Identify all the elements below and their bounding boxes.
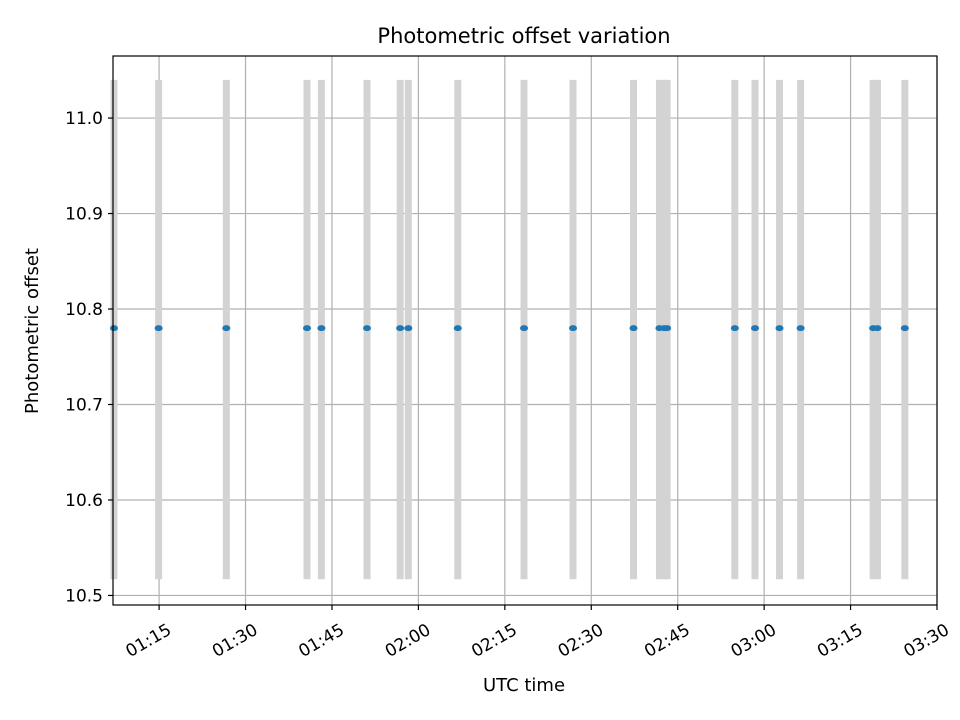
data-point [873, 325, 882, 332]
data-point [109, 325, 118, 332]
plot-frame [112, 55, 938, 606]
data-point [730, 325, 739, 332]
data-point [775, 325, 784, 332]
data-point [154, 325, 163, 332]
data-point [629, 325, 638, 332]
y-tick-label: 10.9 [65, 205, 103, 225]
y-tick-label: 11.0 [65, 109, 103, 129]
data-point [520, 325, 529, 332]
data-point [302, 325, 311, 332]
y-tick-label: 10.7 [65, 395, 103, 415]
data-point [453, 325, 462, 332]
data-point [796, 325, 805, 332]
y-tick-label: 10.5 [65, 586, 103, 606]
data-point [317, 325, 326, 332]
chart-title: Photometric offset variation [377, 24, 670, 48]
y-tick-label: 10.8 [65, 300, 103, 320]
x-axis-title: UTC time [483, 675, 565, 696]
data-point [222, 325, 231, 332]
data-point [751, 325, 760, 332]
data-point [404, 325, 413, 332]
data-point [396, 325, 405, 332]
data-point [569, 325, 578, 332]
data-point [663, 325, 672, 332]
data-point-layer [109, 325, 909, 332]
data-point [900, 325, 909, 332]
y-tick-label: 10.6 [65, 491, 103, 511]
data-point [363, 325, 372, 332]
y-axis-title: Photometric offset [22, 248, 43, 414]
